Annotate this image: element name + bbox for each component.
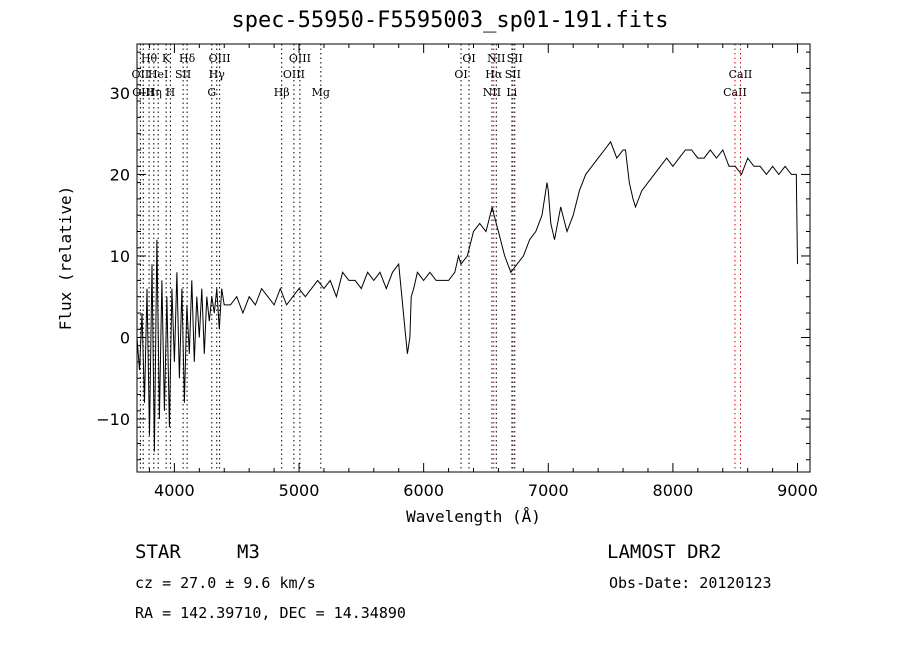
line-marker-label: SII [507, 52, 523, 65]
spectrum-line [136, 140, 798, 452]
line-marker-label: OI [462, 52, 475, 65]
line-marker-label: Hη [146, 86, 162, 99]
obs-date: Obs-Date: 20120123 [609, 574, 772, 592]
redshift-cz: cz = 27.0 ± 9.6 km/s [135, 574, 316, 592]
x-tick-label: 4000 [154, 481, 195, 500]
y-axis-label: Flux (relative) [56, 186, 75, 331]
line-marker-label: NII [483, 86, 501, 99]
line-marker-label: H [166, 86, 176, 99]
line-marker-label: OI [454, 68, 467, 81]
x-tick-label: 8000 [653, 481, 694, 500]
line-marker-label: Hγ [209, 68, 226, 81]
line-marker-label: OII [132, 68, 150, 81]
line-marker-label: Hβ [274, 86, 290, 99]
line-marker-label: Hθ [141, 52, 158, 65]
object-class: STAR [135, 541, 181, 563]
y-tick-label: 10 [110, 247, 130, 266]
line-marker-label: CaII [723, 86, 747, 99]
line-marker-label: SII [175, 68, 191, 81]
chart-title: spec-55950-F5595003_sp01-191.fits [231, 8, 669, 33]
x-tick-label: 9000 [777, 481, 818, 500]
line-marker-label: Hδ [179, 52, 196, 65]
x-tick-label: 6000 [403, 481, 444, 500]
line-marker-label: CaII [729, 68, 753, 81]
plot-frame [136, 43, 811, 473]
y-tick-label: 30 [110, 84, 130, 103]
line-marker-label: OIII [209, 52, 231, 65]
line-marker-label: K [162, 52, 171, 65]
line-marker-label: Mg [312, 86, 330, 99]
line-marker-label: OIII [283, 68, 305, 81]
line-marker-label: NII [487, 52, 505, 65]
line-marker-label: G [207, 86, 216, 99]
x-axis-label: Wavelength (Å) [406, 507, 541, 526]
ra-dec-coords: RA = 142.39710, DEC = 14.34890 [135, 604, 406, 622]
survey-name: LAMOST DR2 [607, 541, 722, 563]
y-tick-label: 0 [120, 328, 130, 347]
y-tick-label: 20 [110, 165, 130, 184]
object-subclass: M3 [237, 541, 260, 563]
line-marker-label: Hα [485, 68, 503, 81]
line-marker-label: HeI [148, 68, 168, 81]
line-marker-label: Li [506, 86, 517, 99]
y-tick-label: −10 [96, 410, 130, 429]
x-tick-label: 5000 [279, 481, 320, 500]
x-tick-label: 7000 [528, 481, 569, 500]
line-marker-label: SII [505, 68, 521, 81]
line-marker-label: OIII [289, 52, 311, 65]
